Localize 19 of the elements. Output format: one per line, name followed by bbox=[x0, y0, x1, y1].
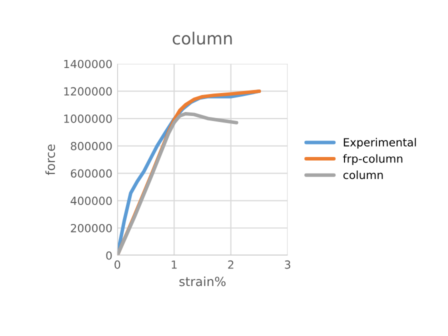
x-tick-label: 2 bbox=[228, 260, 234, 269]
y-tick-label: 600000 bbox=[70, 169, 112, 178]
y-tick-label: 1200000 bbox=[64, 87, 112, 96]
x-tick-label: 3 bbox=[284, 260, 290, 269]
y-tick-label: 200000 bbox=[70, 224, 112, 232]
legend-label: column bbox=[343, 170, 383, 180]
legend-label: Experimental bbox=[344, 138, 416, 149]
y-tick-label: 400000 bbox=[70, 196, 112, 206]
line-series bbox=[117, 112, 238, 256]
y-tick-label: 0 bbox=[106, 251, 112, 260]
legend-label: frp-column bbox=[343, 154, 402, 165]
x-tick-label: 0 bbox=[114, 260, 120, 269]
y-tick-label: 800000 bbox=[70, 142, 112, 150]
x-axis-title: strain% bbox=[179, 276, 226, 286]
y-tick-label: 1000000 bbox=[64, 114, 112, 123]
chart-title: column bbox=[172, 32, 232, 45]
y-tick-label: 1400000 bbox=[64, 60, 112, 68]
y-axis-title: force bbox=[45, 144, 56, 176]
x-tick-label: 1 bbox=[172, 260, 177, 269]
